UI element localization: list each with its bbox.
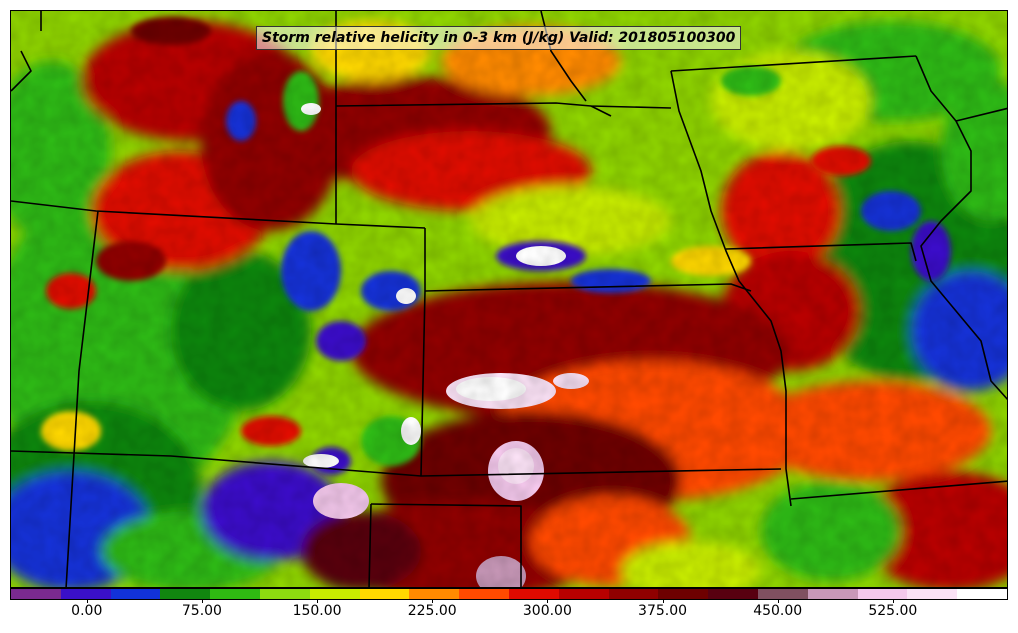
colorbar-segment xyxy=(210,589,260,599)
colorbar-tick-label: 375.00 xyxy=(638,603,688,619)
colorbar-tick xyxy=(432,600,434,603)
colorbar-tick-label: 300.00 xyxy=(522,603,572,619)
colorbar-tick xyxy=(201,600,203,603)
colorbar-segment xyxy=(409,589,460,599)
colorbar-segment xyxy=(508,589,559,599)
map-title: Storm relative helicity in 0-3 km (J/kg)… xyxy=(256,26,742,50)
colorbar-tick xyxy=(892,600,894,603)
colorbar-tick-label: 525.00 xyxy=(868,603,918,619)
colorbar-segment xyxy=(160,589,211,599)
colorbar-segment xyxy=(608,589,659,599)
colorbar-tick xyxy=(317,600,319,603)
colorbar-tick xyxy=(86,600,88,603)
state-boundaries xyxy=(11,11,1007,587)
colorbar-segment xyxy=(658,589,709,599)
colorbar-segment xyxy=(957,589,1007,599)
colorbar-segment xyxy=(558,589,609,599)
colorbar-segment xyxy=(708,589,758,599)
colorbar-tick xyxy=(662,600,664,603)
colorbar-segment xyxy=(807,589,858,599)
colorbar-labels: 0.00 75.00 150.00 225.00 300.00 375.00 450.00 5… xyxy=(10,600,1008,625)
colorbar-tick-label: 225.00 xyxy=(407,603,457,619)
colorbar-segment xyxy=(757,589,808,599)
colorbar xyxy=(10,588,1008,600)
colorbar-tick-label: 150.00 xyxy=(292,603,342,619)
colorbar-tick xyxy=(547,600,549,603)
colorbar-tick xyxy=(777,600,779,603)
colorbar-segment xyxy=(459,589,509,599)
field-noise xyxy=(11,11,1007,587)
colorbar-segment xyxy=(259,589,310,599)
helicity-map: Storm relative helicity in 0-3 km (J/kg)… xyxy=(10,10,1008,588)
colorbar-segment xyxy=(907,589,958,599)
colorbar-tick-label: 0.00 xyxy=(71,603,103,619)
colorbar-segment xyxy=(857,589,908,599)
colorbar-segment xyxy=(359,589,410,599)
colorbar-segment xyxy=(60,589,111,599)
map-canvas xyxy=(11,11,1007,587)
colorbar-segment xyxy=(11,589,61,599)
colorbar-segment xyxy=(110,589,161,599)
colorbar-tick-label: 450.00 xyxy=(753,603,803,619)
colorbar-tick-label: 75.00 xyxy=(181,603,222,619)
colorbar-segment xyxy=(309,589,360,599)
